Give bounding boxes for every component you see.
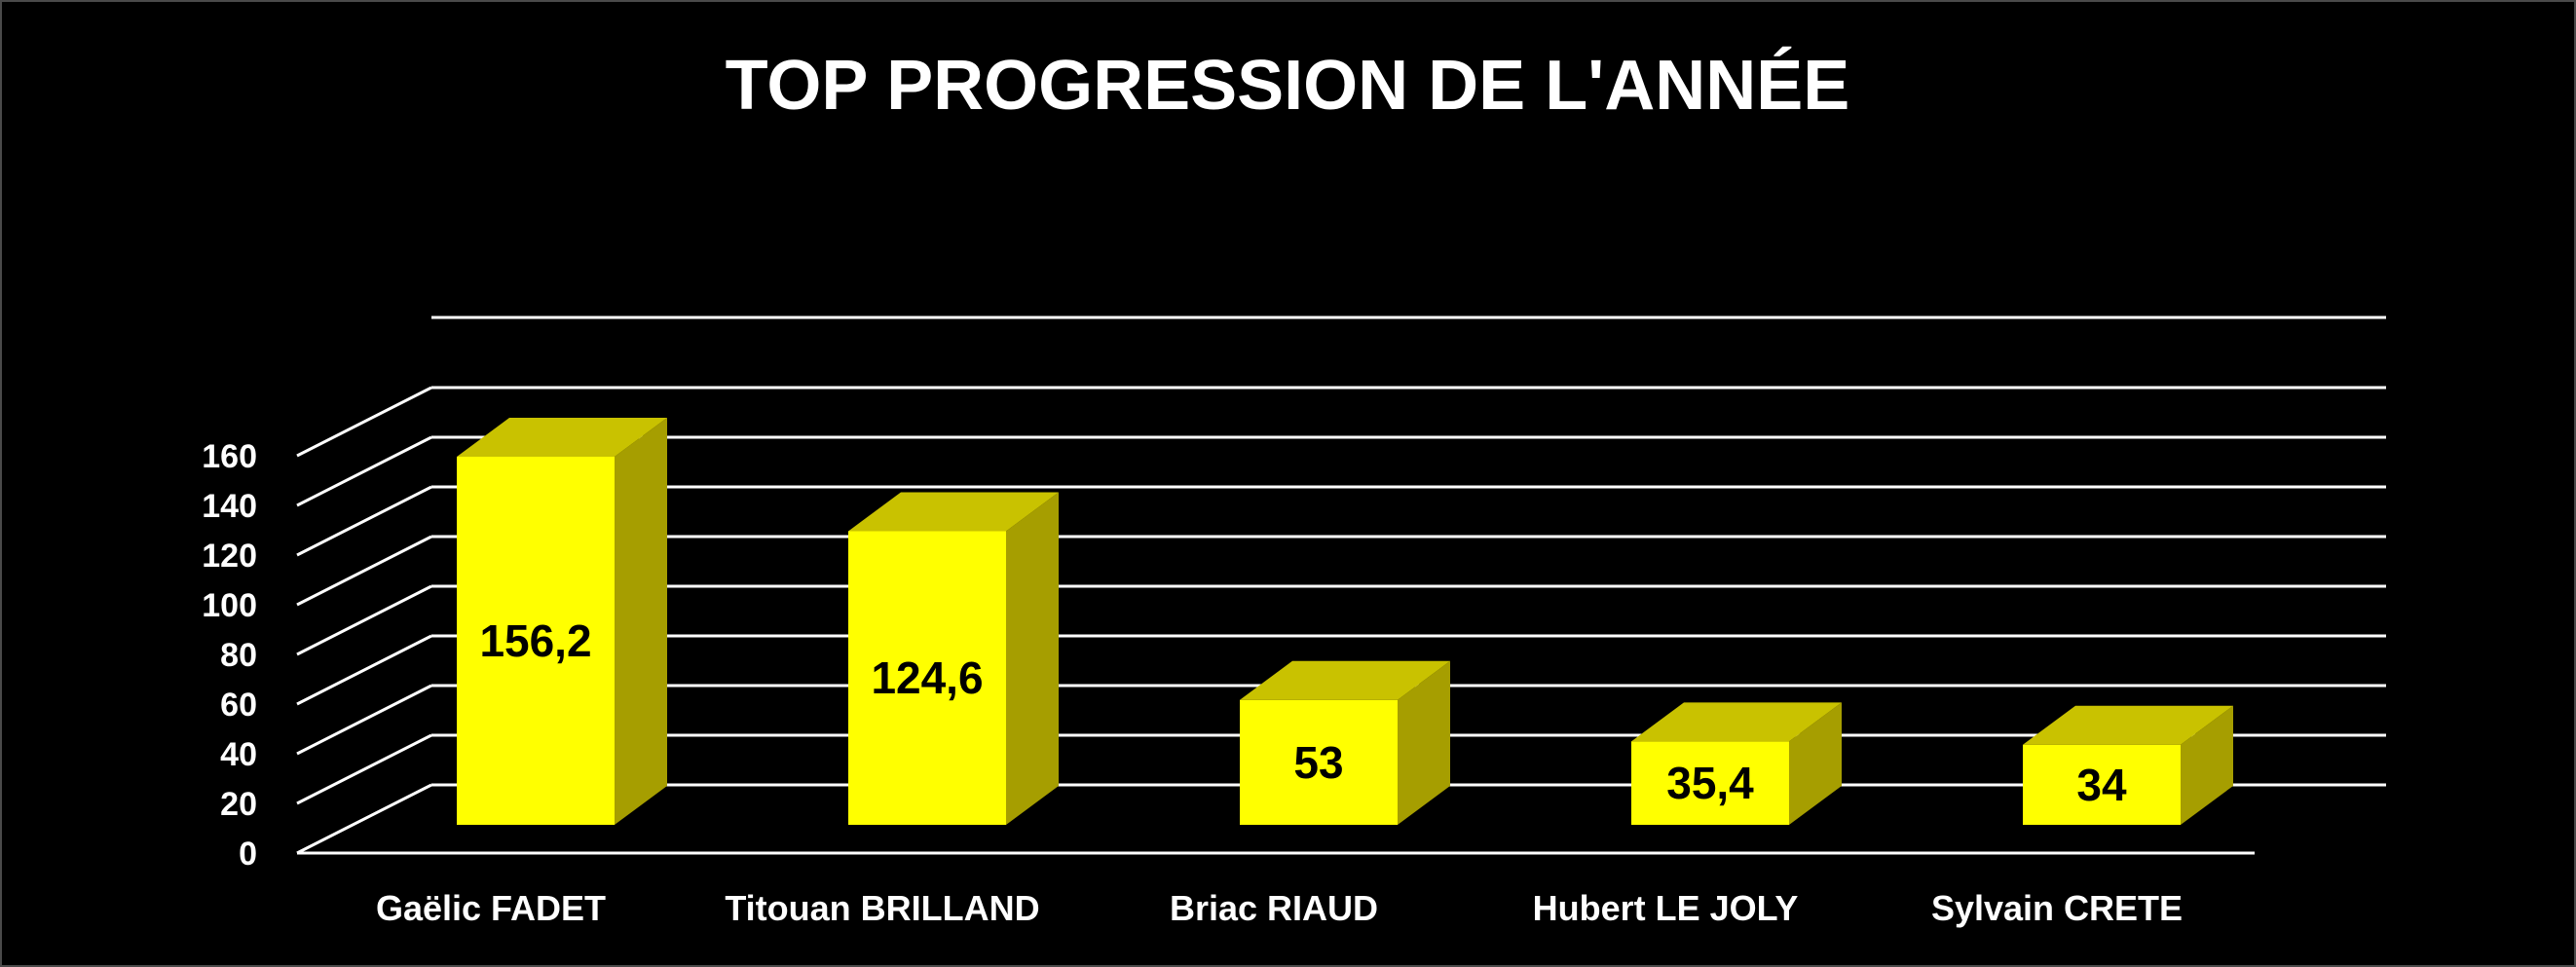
bar-top [1631, 702, 1842, 742]
grid-diagonal [296, 485, 432, 557]
x-tick-label: Gaëlic FADET [376, 888, 606, 928]
bar-side [2181, 705, 2233, 825]
grid-diagonal [296, 584, 432, 656]
grid-diagonal [296, 535, 432, 607]
bars: 156,2 124,6 53 35,4 34 [457, 417, 2233, 825]
y-axis: 0 20 40 60 80 100 120 140 160 [202, 438, 257, 873]
grid-diagonal [296, 634, 432, 706]
x-axis: Gaëlic FADET Titouan BRILLAND Briac RIAUD H… [376, 888, 2183, 928]
x-tick-label: Hubert LE JOLY [1533, 888, 1799, 928]
bar-top [1240, 660, 1450, 700]
bar-side [615, 417, 667, 825]
bar-top [457, 417, 667, 457]
data-label: 156,2 [479, 615, 591, 666]
y-tick-label: 20 [220, 786, 257, 823]
bar-front [848, 531, 1006, 825]
x-tick-label: Briac RIAUD [1170, 888, 1378, 928]
bar-top [2023, 705, 2233, 745]
data-label: 53 [1293, 737, 1343, 788]
grid-diagonal [296, 783, 432, 855]
data-label: 124,6 [871, 652, 983, 703]
y-tick-label: 140 [202, 488, 257, 525]
y-tick-label: 100 [202, 587, 257, 624]
bar-side [1006, 492, 1059, 825]
bar-front [457, 456, 615, 825]
data-label: 35,4 [1666, 758, 1754, 808]
grid-diagonal [296, 733, 432, 805]
grid-diagonal [296, 386, 432, 458]
bar-side [1398, 660, 1450, 825]
bar-top [848, 492, 1059, 532]
grid-lines [296, 316, 2386, 855]
bar-front [1240, 699, 1398, 825]
x-tick-label: Titouan BRILLAND [725, 888, 1039, 928]
grid-diagonal [296, 435, 432, 507]
chart-title: TOP PROGRESSION DE L'ANNÉE [726, 47, 1850, 125]
y-tick-label: 160 [202, 438, 257, 475]
y-tick-label: 0 [239, 836, 257, 873]
grid-diagonal [296, 684, 432, 756]
y-tick-label: 40 [220, 736, 257, 773]
data-label: 34 [2076, 760, 2127, 810]
bar-front [2023, 744, 2181, 825]
y-tick-label: 120 [202, 538, 257, 575]
y-tick-label: 80 [220, 637, 257, 674]
x-tick-label: Sylvain CRETE [1931, 888, 2183, 928]
y-tick-label: 60 [220, 687, 257, 724]
bar-front [1631, 741, 1789, 825]
bar-side [1789, 702, 1842, 825]
